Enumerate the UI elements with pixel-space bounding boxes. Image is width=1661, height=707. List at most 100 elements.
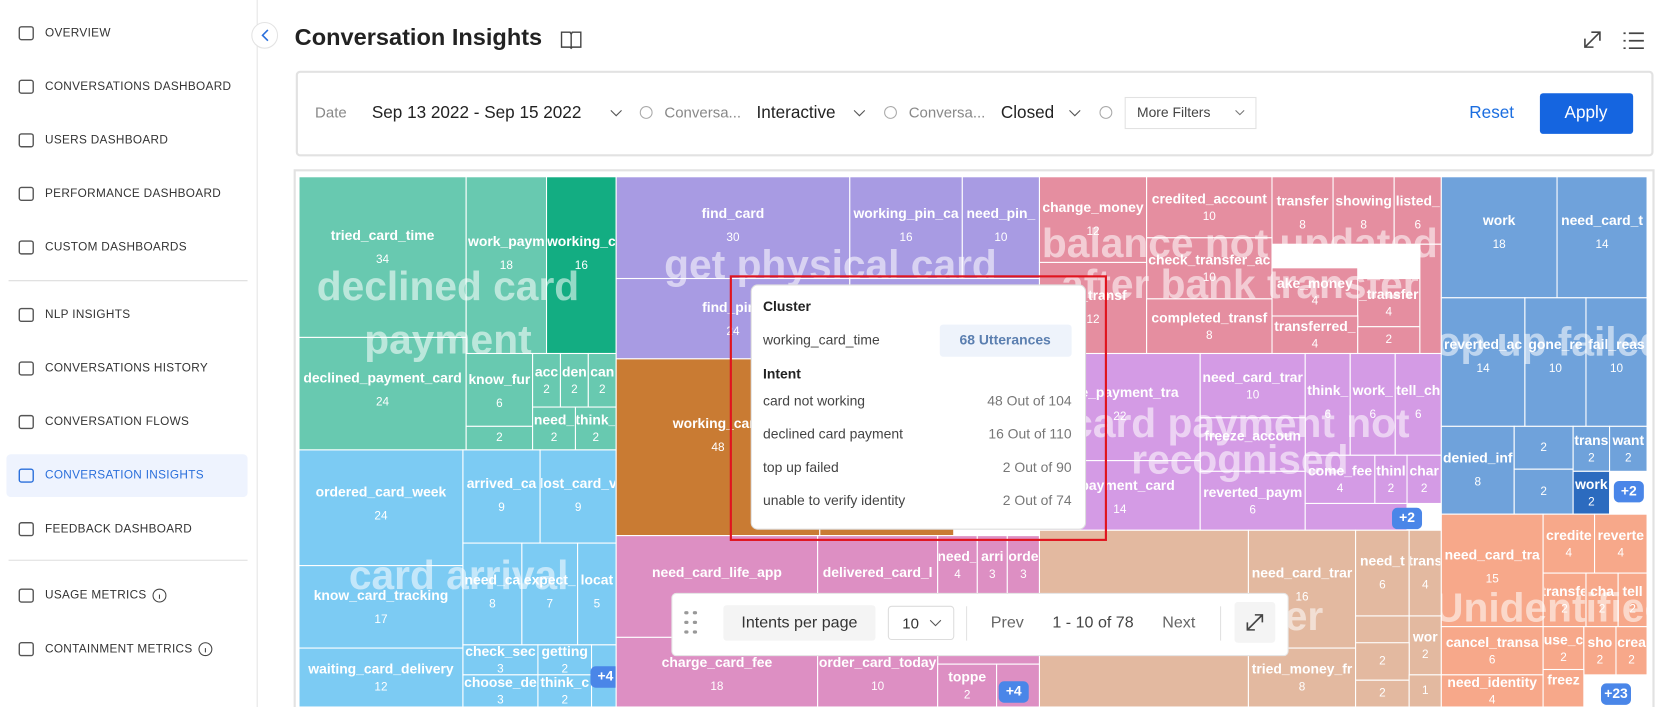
- intent-tile[interactable]: [559, 352, 589, 408]
- intent-tile[interactable]: [1304, 454, 1376, 505]
- apply-button[interactable]: [1539, 93, 1634, 134]
- intent-tile[interactable]: [1440, 626, 1544, 676]
- intent-tile[interactable]: [1357, 326, 1421, 355]
- intent-tile[interactable]: [1349, 352, 1396, 456]
- intent-tile[interactable]: [1332, 176, 1395, 245]
- intent-tile[interactable]: [1440, 513, 1544, 628]
- intent-tile[interactable]: [298, 176, 467, 338]
- intent-tile[interactable]: [937, 663, 998, 707]
- more-badge[interactable]: [1613, 480, 1644, 503]
- intent-tile[interactable]: [1355, 642, 1410, 681]
- intent-tile[interactable]: [1355, 529, 1410, 617]
- intent-tile[interactable]: [1617, 572, 1648, 628]
- more-badge[interactable]: [998, 681, 1029, 703]
- more-badge[interactable]: [1600, 683, 1631, 705]
- more-badge[interactable]: [1392, 507, 1423, 530]
- intent-tile[interactable]: [1408, 529, 1442, 617]
- nav-item[interactable]: CONVERSATIONS HISTORY: [45, 362, 208, 375]
- intent-tile[interactable]: [1542, 513, 1596, 574]
- intent-tile[interactable]: [1355, 679, 1410, 707]
- intent-tile[interactable]: [1440, 425, 1515, 515]
- intent-tile[interactable]: [545, 176, 617, 355]
- intent-tile[interactable]: [1542, 626, 1585, 671]
- intent-tile[interactable]: [1146, 176, 1273, 239]
- intent-tile[interactable]: [537, 674, 593, 707]
- help-icon[interactable]: [639, 106, 653, 119]
- intent-tile[interactable]: [298, 647, 464, 707]
- intent-tile[interactable]: [462, 644, 539, 676]
- date-value[interactable]: Sep 13 2022 - Sep 15 2022: [372, 102, 582, 122]
- drag-handle[interactable]: [684, 611, 698, 634]
- nav-item[interactable]: USERS DASHBOARD: [45, 133, 168, 146]
- intent-tile[interactable]: [1440, 176, 1558, 299]
- nav-item[interactable]: NLP INSIGHTS: [45, 308, 130, 321]
- intent-tile[interactable]: [1038, 176, 1148, 263]
- intent-tile[interactable]: [587, 352, 617, 408]
- next-button[interactable]: Next: [1162, 614, 1196, 632]
- intent-tile[interactable]: [1594, 513, 1648, 574]
- info-icon[interactable]: [198, 642, 213, 657]
- collapse-button[interactable]: [251, 21, 279, 49]
- intent-tile[interactable]: [937, 535, 978, 596]
- intent-tile[interactable]: [1585, 297, 1648, 427]
- nav-item[interactable]: CONVERSATIONS DASHBOARD: [45, 80, 231, 93]
- intent-tile[interactable]: [1556, 176, 1648, 299]
- intent-tile[interactable]: [1199, 417, 1306, 472]
- guide-icon[interactable]: [560, 31, 582, 50]
- intent-tile[interactable]: [462, 674, 539, 707]
- nav-item[interactable]: PERFORMANCE DASHBOARD: [45, 187, 221, 200]
- help-icon[interactable]: [1099, 106, 1113, 119]
- more-badge[interactable]: [590, 666, 621, 688]
- intent-tile[interactable]: [1199, 352, 1306, 419]
- intent-tile[interactable]: [1271, 267, 1359, 317]
- filter-value[interactable]: Closed: [1001, 102, 1054, 122]
- intent-tile[interactable]: [615, 176, 851, 280]
- prev-button[interactable]: Prev: [991, 614, 1024, 632]
- intent-tile[interactable]: [1408, 674, 1442, 707]
- intent-tile[interactable]: [1304, 352, 1351, 456]
- reset-button[interactable]: Reset: [1469, 102, 1514, 122]
- intent-tile[interactable]: [1615, 626, 1648, 676]
- intent-tile[interactable]: [1408, 615, 1442, 676]
- intent-tile[interactable]: [1006, 535, 1041, 596]
- list-icon[interactable]: [1623, 32, 1644, 50]
- intent-tile[interactable]: [298, 565, 464, 649]
- intent-tile[interactable]: [1572, 470, 1611, 515]
- nav-item[interactable]: CONVERSATION INSIGHTS: [45, 469, 204, 482]
- intent-tile[interactable]: [1609, 425, 1648, 472]
- nav-item[interactable]: OVERVIEW: [45, 26, 111, 39]
- per-page-select[interactable]: [887, 605, 955, 641]
- fullscreen-icon[interactable]: [1584, 31, 1601, 48]
- intent-tile[interactable]: [976, 535, 1008, 596]
- intent-tile[interactable]: [1513, 468, 1574, 515]
- intent-tile[interactable]: [1406, 454, 1442, 505]
- intent-tile[interactable]: [1440, 297, 1526, 427]
- intent-tile[interactable]: [1524, 297, 1587, 427]
- nav-item[interactable]: FEEDBACK DASHBOARD: [45, 522, 192, 535]
- intent-tile[interactable]: [577, 542, 617, 646]
- intent-tile[interactable]: [1146, 298, 1273, 355]
- filter-value[interactable]: Interactive: [757, 102, 836, 122]
- intent-tile[interactable]: [532, 352, 561, 408]
- more-filters-button[interactable]: [1124, 96, 1257, 130]
- intent-tile[interactable]: [1304, 502, 1408, 531]
- intent-tile[interactable]: [539, 449, 617, 544]
- intent-tile[interactable]: [1440, 674, 1544, 707]
- intent-tile[interactable]: [462, 449, 541, 544]
- nav-item[interactable]: CUSTOM DASHBOARDS: [45, 241, 187, 254]
- intent-tile[interactable]: [298, 449, 464, 567]
- intent-tile[interactable]: [465, 176, 548, 355]
- intent-tile[interactable]: [465, 352, 534, 427]
- intent-tile[interactable]: [1247, 647, 1357, 707]
- intent-tile[interactable]: [1393, 176, 1442, 245]
- intent-tile[interactable]: [1271, 176, 1334, 245]
- help-icon[interactable]: [884, 106, 897, 119]
- nav-item[interactable]: CONVERSATION FLOWS: [45, 415, 189, 428]
- nav-item[interactable]: USAGE METRICS: [45, 589, 147, 602]
- intent-tile[interactable]: [1542, 668, 1585, 707]
- info-icon[interactable]: [152, 588, 167, 603]
- nav-item[interactable]: CONTAINMENT METRICS: [45, 642, 193, 655]
- intent-tile[interactable]: [1374, 454, 1408, 505]
- intent-tile[interactable]: [532, 406, 576, 451]
- intent-tile[interactable]: [298, 336, 467, 451]
